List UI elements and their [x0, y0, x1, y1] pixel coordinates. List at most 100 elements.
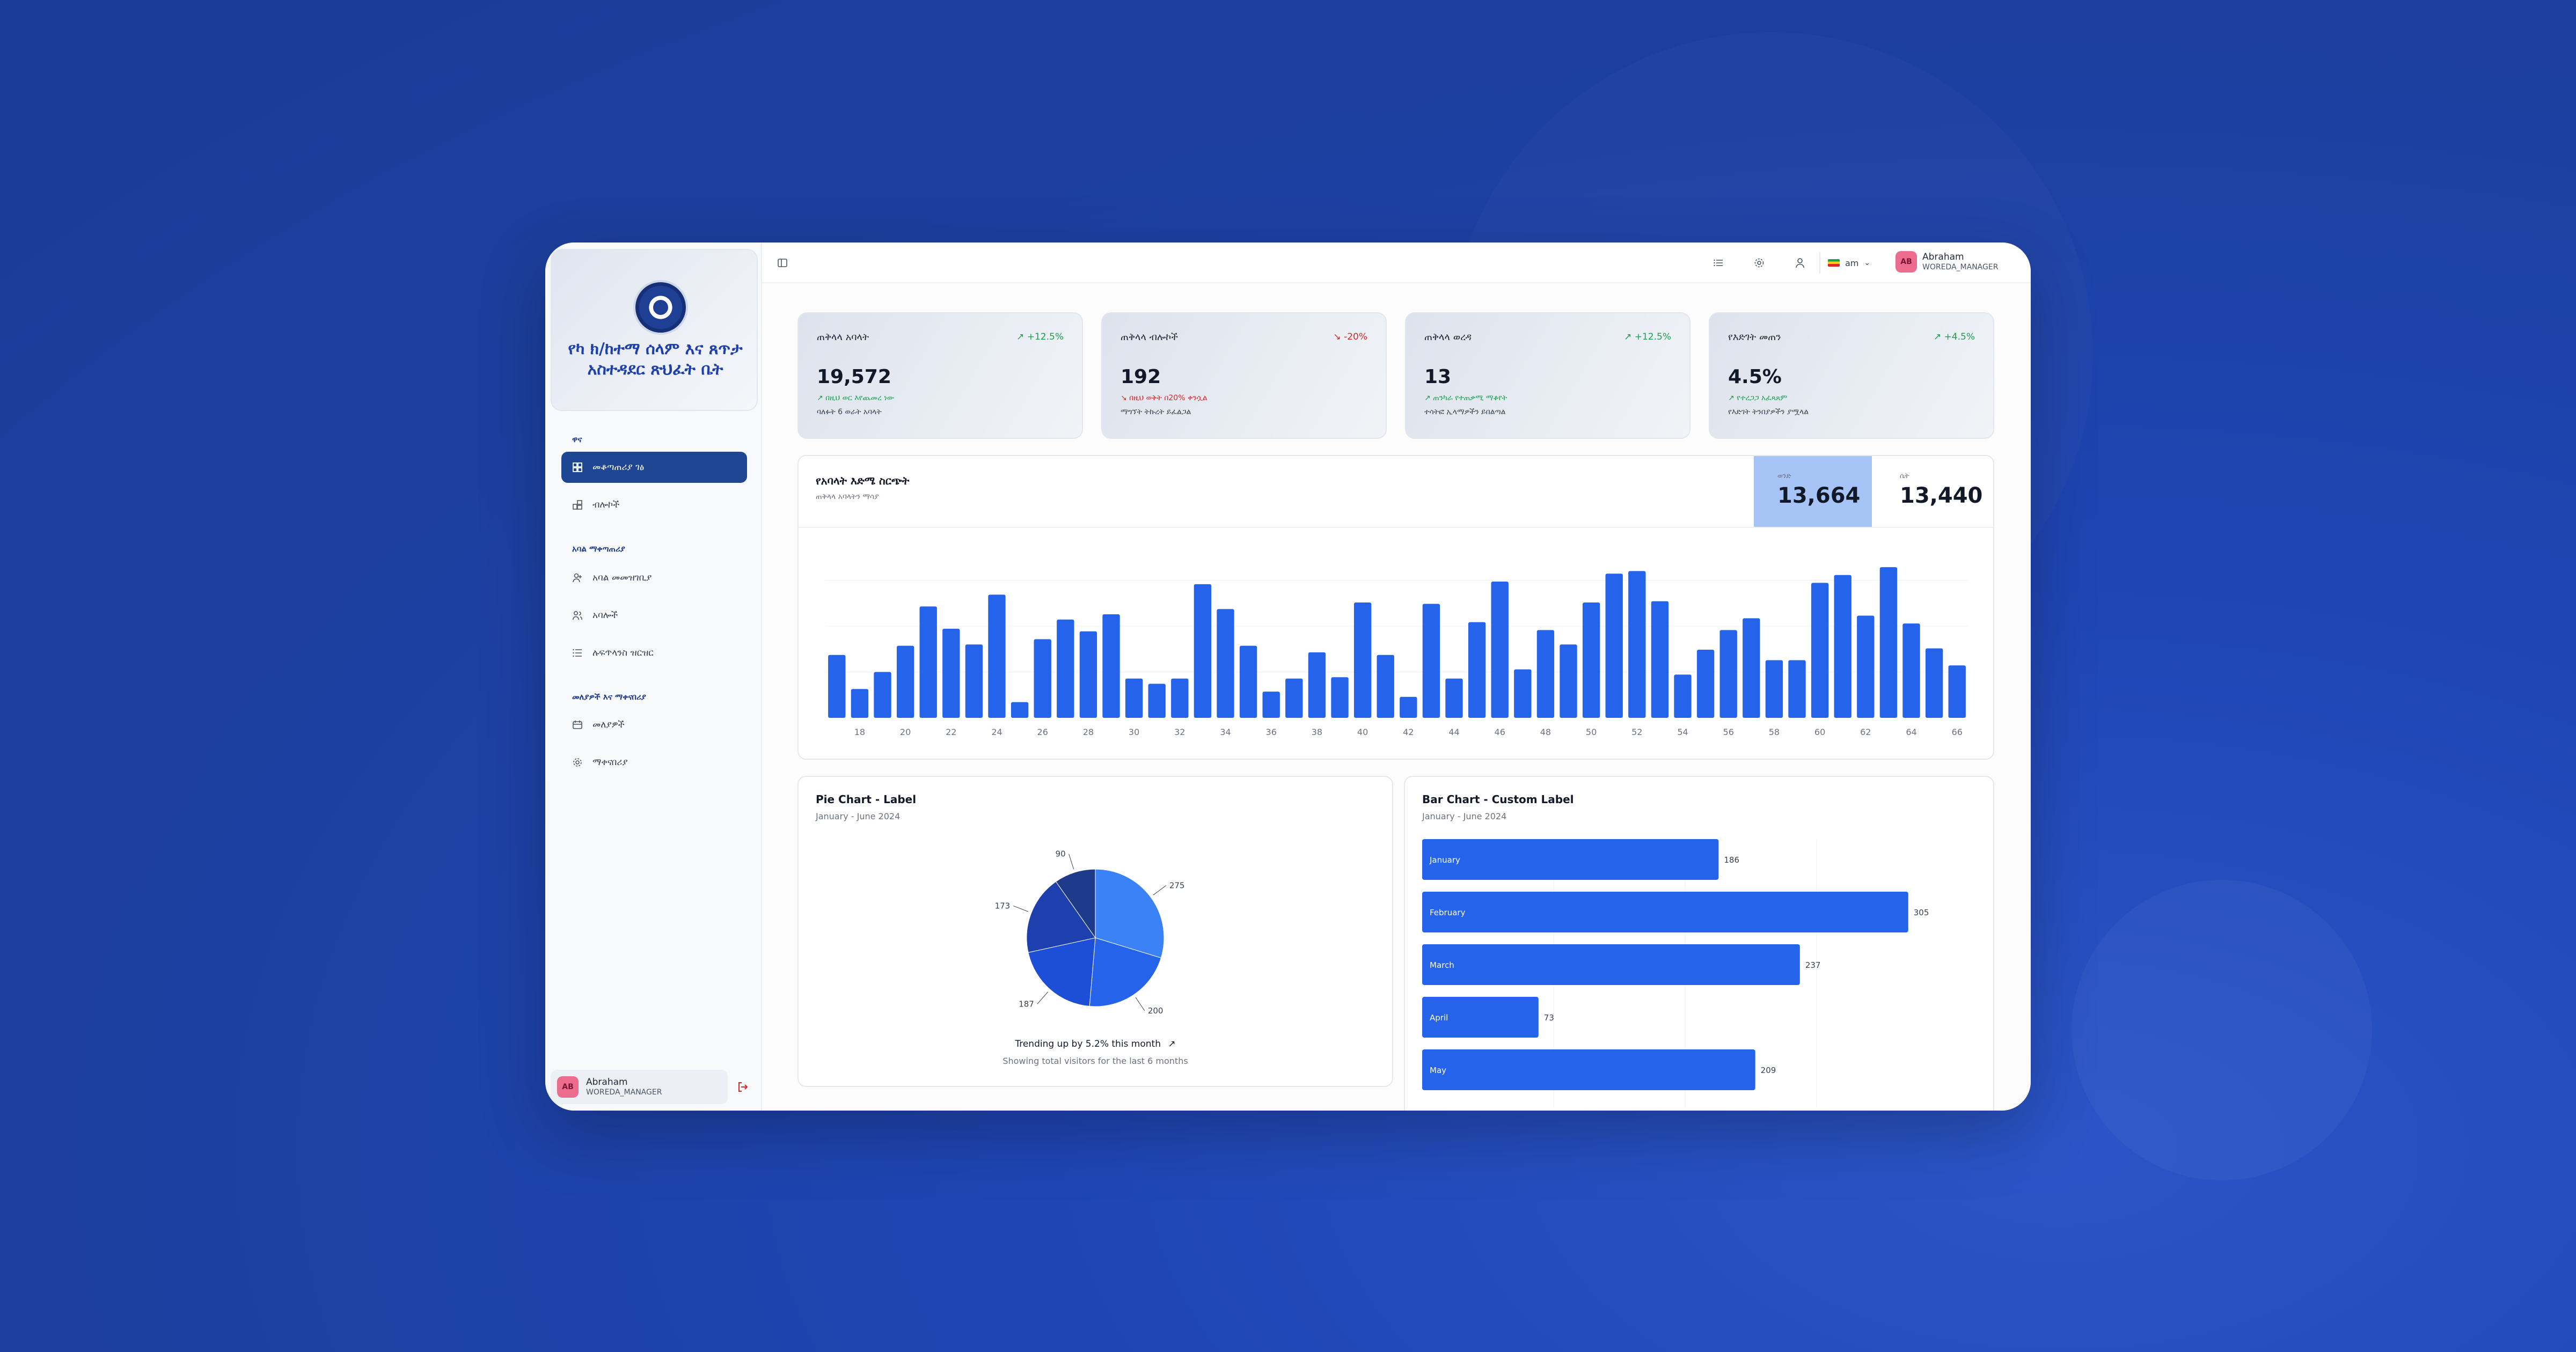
profile-icon[interactable]	[1791, 254, 1809, 271]
pie-slice[interactable]	[1055, 869, 1096, 939]
age-bar[interactable]	[1743, 618, 1760, 718]
age-bar[interactable]	[1491, 581, 1509, 718]
month-bar[interactable]	[1422, 892, 1908, 932]
age-bar[interactable]	[1948, 665, 1966, 718]
list-view-icon[interactable]	[1710, 254, 1727, 271]
x-tick-label: 56	[1723, 727, 1734, 737]
sidebar: የካ ክ/ከተማ ሰላም እና ጸጥታ አስተዳደር ጽህፈት ቤት ዋና መቆ…	[545, 243, 762, 1111]
sidebar-item-dashboard[interactable]: መቆጣጠሪያ ገፅ	[561, 452, 747, 483]
x-tick-label: 64	[1906, 727, 1916, 737]
pie-label-leader	[1153, 885, 1167, 895]
bar-value-label: 209	[1761, 1066, 1776, 1075]
topbar-user-menu[interactable]: AB Abraham WOREDA_MANAGER	[1896, 251, 1998, 273]
custom-label-bar-card: Bar Chart - Custom Label January - June …	[1404, 776, 1994, 1111]
age-bar[interactable]	[1925, 648, 1943, 718]
kpi-note: ↘ በዚህ ወቅት በ20% ቀንሷል	[1121, 394, 1208, 402]
age-bar[interactable]	[1011, 702, 1029, 718]
age-bar[interactable]	[1308, 652, 1326, 718]
x-tick-label: 30	[1129, 727, 1139, 737]
sidebar-item-members[interactable]: አባሎች	[561, 600, 747, 631]
age-bar[interactable]	[1353, 602, 1372, 718]
age-bar[interactable]	[1057, 619, 1074, 718]
age-bar[interactable]	[1902, 623, 1920, 718]
age-bar[interactable]	[1445, 678, 1463, 718]
bar-value-label: 237	[1805, 960, 1821, 970]
settings-gear-icon[interactable]	[1751, 254, 1768, 271]
age-bar[interactable]	[942, 628, 960, 718]
age-bar[interactable]	[851, 689, 869, 718]
age-bar[interactable]	[1148, 684, 1166, 718]
sidebar-item-settings[interactable]: ማቀናበሪያ	[561, 747, 747, 778]
age-bar[interactable]	[1719, 630, 1737, 718]
toggle-male[interactable]: ወንድ 13,664	[1754, 456, 1872, 527]
age-bar[interactable]	[1285, 678, 1303, 718]
age-bar[interactable]	[1788, 660, 1806, 718]
age-bar[interactable]	[919, 606, 937, 718]
age-bar[interactable]	[965, 644, 983, 718]
sidebar-user-profile[interactable]: AB Abraham WOREDA_MANAGER	[551, 1070, 728, 1104]
pie-slice[interactable]	[1095, 869, 1165, 959]
age-bar[interactable]	[1239, 645, 1257, 718]
pie-chart-card: Pie Chart - Label January - June 2024 27…	[797, 776, 1393, 1087]
age-bar[interactable]	[1857, 615, 1875, 718]
month-bar[interactable]	[1422, 997, 1539, 1038]
age-bar[interactable]	[1811, 583, 1829, 718]
month-bar[interactable]	[1422, 1049, 1755, 1090]
age-bar[interactable]	[1834, 575, 1851, 718]
sidebar-item-member-registration[interactable]: አባል መመዝገቢያ	[561, 562, 747, 593]
language-selector[interactable]: am ⌄	[1819, 252, 1888, 274]
age-bar[interactable]	[1194, 584, 1212, 718]
month-bar[interactable]	[1422, 944, 1800, 985]
age-bar[interactable]	[1171, 678, 1189, 718]
age-bar[interactable]	[896, 645, 914, 718]
brand-title: የካ ክ/ከተማ ሰላም እና ጸጥታ አስተዳደር ጽህፈት ቤት	[568, 340, 743, 379]
month-bar[interactable]	[1422, 839, 1719, 880]
age-bar[interactable]	[874, 672, 891, 718]
sidebar-toggle-icon[interactable]	[774, 254, 791, 271]
age-bar[interactable]	[1079, 631, 1097, 718]
age-bar[interactable]	[1331, 677, 1349, 718]
age-bar[interactable]	[1674, 674, 1692, 718]
flag-icon	[1828, 259, 1840, 267]
logout-icon[interactable]	[733, 1077, 752, 1097]
age-bar[interactable]	[1560, 644, 1577, 718]
main-content: ጠቅላላ አባላት ↗ +12.5% 19,572 ↗ በዚህ ወር እየጨመረ…	[762, 283, 2031, 1111]
x-tick-label: 44	[1448, 727, 1459, 737]
language-code: am	[1845, 258, 1859, 268]
pie-slice[interactable]	[1026, 881, 1096, 953]
pie-slice[interactable]	[1028, 937, 1096, 1007]
age-bar[interactable]	[1377, 655, 1394, 718]
age-bar[interactable]	[988, 594, 1006, 718]
age-bar[interactable]	[1582, 602, 1600, 718]
pie-slice[interactable]	[1089, 937, 1162, 1007]
toggle-female[interactable]: ሴት 13,440	[1876, 456, 1993, 527]
age-bar[interactable]	[1628, 571, 1646, 718]
age-bar[interactable]	[1034, 639, 1051, 718]
sidebar-item-list[interactable]: ሉፍጥላንስ ዝርዝር	[561, 637, 747, 668]
age-bar[interactable]	[1605, 574, 1623, 718]
blocks-icon	[572, 499, 583, 510]
age-bar[interactable]	[1765, 660, 1783, 718]
age-bar[interactable]	[1422, 604, 1440, 718]
age-bar[interactable]	[828, 655, 846, 718]
age-distribution-card: የአባላት እድሜ ስርጭት ጠቅላላ አባላትን ማሳያ ወንድ 13,664…	[797, 455, 1994, 760]
age-bar[interactable]	[1217, 609, 1234, 718]
age-bar[interactable]	[1400, 696, 1417, 718]
card-title: Pie Chart - Label	[816, 793, 917, 806]
sidebar-item-label: ሉፍጥላንስ ዝርዝር	[592, 648, 654, 658]
age-bar[interactable]	[1879, 567, 1898, 718]
age-bar[interactable]	[1262, 692, 1280, 718]
sidebar-item-accounts[interactable]: መለያዎች	[561, 709, 747, 740]
kpi-card-total-blocks: ጠቅላላ ብሎኮች ↘ -20% 192 ↘ በዚህ ወቅት በ20% ቀንሷል…	[1101, 312, 1387, 439]
age-bar[interactable]	[1651, 601, 1669, 718]
age-bar[interactable]	[1536, 630, 1555, 718]
age-bar[interactable]	[1102, 614, 1120, 718]
age-bar[interactable]	[1696, 649, 1715, 718]
organization-seal-icon	[633, 280, 688, 335]
age-bar[interactable]	[1468, 622, 1486, 718]
x-tick-label: 46	[1495, 727, 1505, 737]
age-bar[interactable]	[1125, 678, 1143, 718]
sidebar-item-blocks[interactable]: ብሎኮች	[561, 489, 747, 520]
age-bar[interactable]	[1514, 669, 1532, 718]
kpi-subtext: ማግኘት ትኩረት ይፈልጋል	[1121, 408, 1191, 416]
